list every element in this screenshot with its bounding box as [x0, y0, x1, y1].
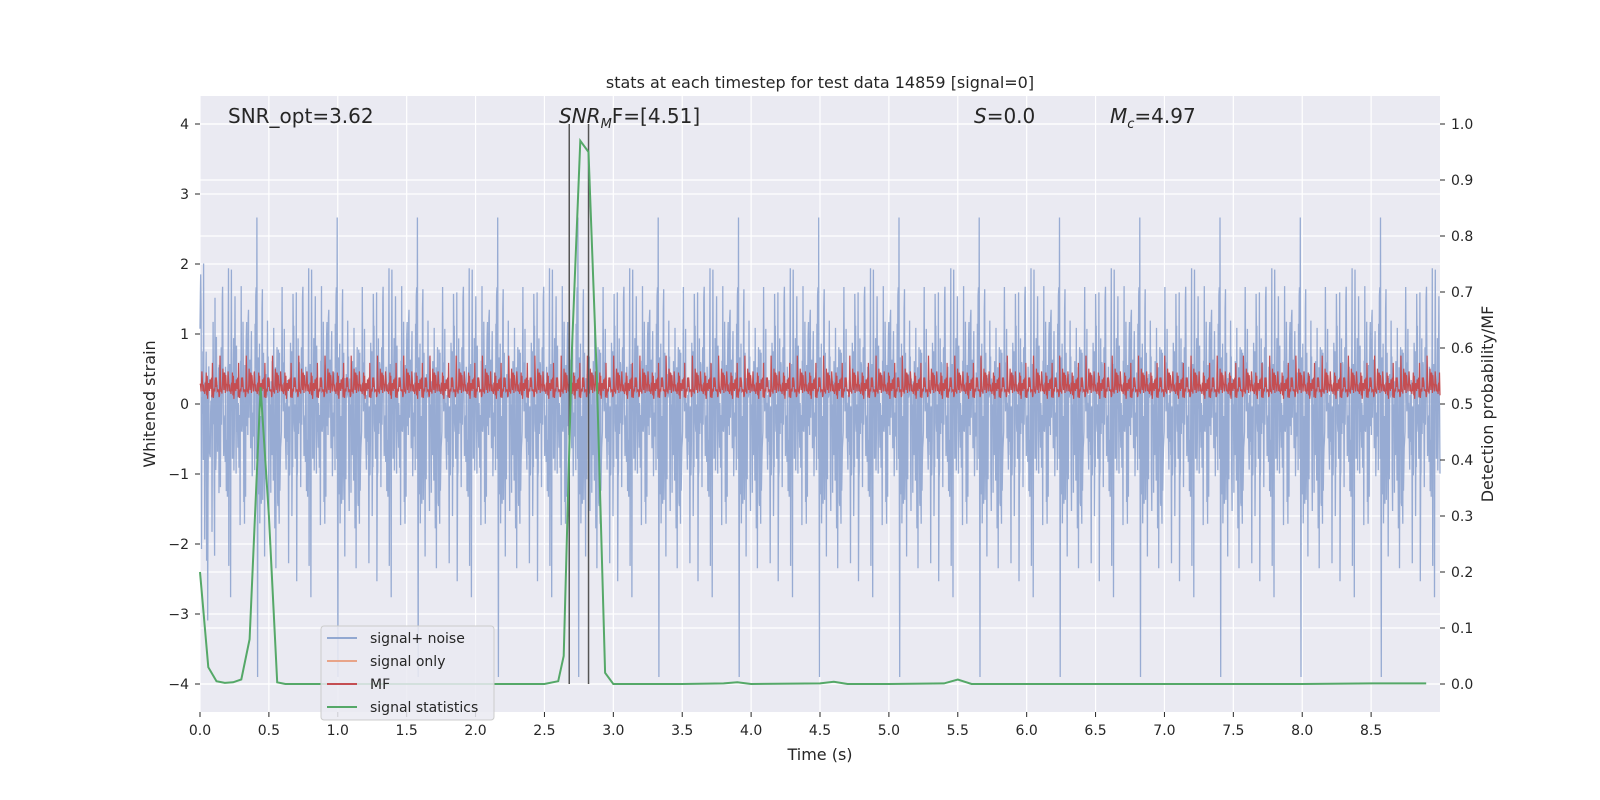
legend-box: [320, 625, 495, 721]
x-tick-label: 1.5: [396, 723, 418, 739]
y-left-tick-label: 1: [180, 327, 189, 343]
y-right-tick-label: 0.6: [1451, 341, 1473, 357]
y-right-tick-label: 0.7: [1451, 285, 1473, 301]
x-tick-label: 3.0: [602, 723, 624, 739]
x-tick-label: 0.5: [258, 723, 280, 739]
y-left-tick-label: −2: [168, 537, 189, 553]
x-tick-label: 2.5: [533, 723, 555, 739]
x-tick-label: 4.0: [740, 723, 762, 739]
x-tick-label: 0.0: [189, 723, 211, 739]
y-left-axis-label: Whitened strain: [140, 340, 159, 467]
annotation-s-main: S: [974, 104, 987, 128]
x-tick-label: 5.5: [947, 723, 969, 739]
x-tick-label: 7.0: [1153, 723, 1175, 739]
y-left-tick-label: −1: [168, 467, 189, 483]
legend-label-signal-statistics: signal statistics: [370, 700, 478, 716]
x-axis-ticks: 0.0 0.5 1.0 1.5 2.0 2.5 3.0 3.5 4.0 4.5 5.0 5.5 6.0 6…: [189, 712, 1382, 739]
y-left-tick-label: 0: [180, 397, 189, 413]
line-signal-statistics: [199, 137, 1427, 686]
line-signal-noise: [199, 217, 1441, 678]
y-left-axis-ticks: 4 3 2 1 0 −1 −2 −3 −4: [168, 117, 200, 693]
legend: signal+ noise signal only MF signal stat…: [320, 625, 495, 721]
legend-label-mf: MF: [370, 677, 390, 693]
annotation-mc-sub: c: [1127, 117, 1134, 132]
y-left-tick-label: −4: [168, 677, 189, 693]
y-left-tick-label: 4: [180, 117, 189, 133]
annotation-snr-mf-rest: F=[4.51]: [612, 104, 700, 128]
series-mf: [199, 355, 1441, 399]
x-tick-label: 5.0: [878, 723, 900, 739]
series-signal-statistics: [199, 137, 1427, 686]
x-tick-label: 6.5: [1084, 723, 1106, 739]
annotation-snr-mf: SNRMF=[4.51]: [559, 104, 700, 132]
x-tick-label: 7.5: [1222, 723, 1244, 739]
annotation-snr-mf-main: SNR: [559, 104, 601, 128]
x-tick-label: 3.5: [671, 723, 693, 739]
annotation-mc-rest: =4.97: [1134, 104, 1195, 128]
y-right-axis-ticks: 1.0 0.9 0.8 0.7 0.6 0.5 0.4 0.3 0.2 0.1 0.0: [1440, 117, 1473, 693]
annotation-snr-mf-sub: M: [601, 117, 612, 132]
series-signal-noise: [199, 217, 1441, 678]
annotation-mc-main: M: [1110, 104, 1127, 128]
x-tick-label: 4.5: [809, 723, 831, 739]
y-right-tick-label: 0.5: [1451, 397, 1473, 413]
annotation-s-rest: =0.0: [987, 104, 1036, 128]
x-tick-label: 8.5: [1360, 723, 1382, 739]
legend-label-noise: signal+ noise: [370, 631, 465, 647]
x-axis-label: Time (s): [786, 745, 852, 764]
y-right-tick-label: 0.4: [1451, 453, 1473, 469]
x-tick-label: 2.0: [464, 723, 486, 739]
y-right-tick-label: 0.8: [1451, 229, 1473, 245]
annotation-s: S=0.0: [974, 104, 1035, 128]
y-right-tick-label: 1.0: [1451, 117, 1473, 133]
y-right-axis-label: Detection probability/MF: [1478, 306, 1497, 503]
y-left-tick-label: −3: [168, 607, 189, 623]
vertical-markers: [568, 124, 590, 684]
y-right-tick-label: 0.9: [1451, 173, 1473, 189]
x-tick-label: 8.0: [1291, 723, 1313, 739]
chart-title: stats at each timestep for test data 148…: [606, 73, 1034, 92]
annotation-snr-opt: SNR_opt=3.62: [228, 104, 374, 128]
y-left-tick-label: 2: [180, 257, 189, 273]
y-right-tick-label: 0.3: [1451, 509, 1473, 525]
annotation-mc: Mc=4.97: [1110, 104, 1196, 132]
y-right-tick-label: 0.0: [1451, 677, 1473, 693]
y-right-tick-label: 0.2: [1451, 565, 1473, 581]
x-tick-label: 1.0: [327, 723, 349, 739]
legend-label-signal-only: signal only: [370, 654, 445, 670]
x-tick-label: 6.0: [1016, 723, 1038, 739]
y-right-tick-label: 0.1: [1451, 621, 1473, 637]
y-left-tick-label: 3: [180, 187, 189, 203]
line-mf: [199, 355, 1441, 399]
